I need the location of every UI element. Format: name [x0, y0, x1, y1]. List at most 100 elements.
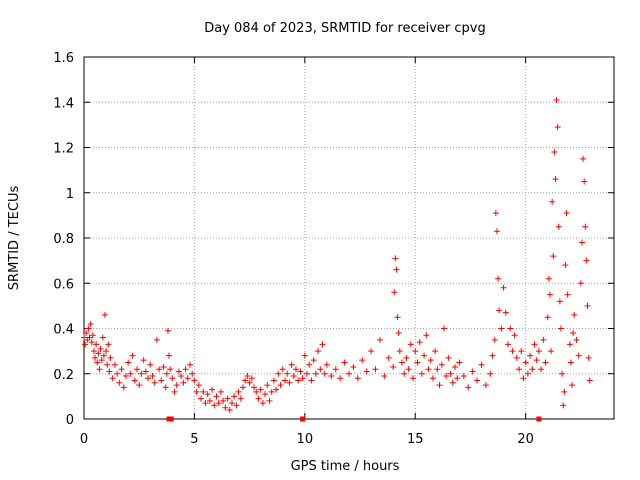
data-point	[346, 370, 352, 377]
data-point	[581, 178, 588, 185]
data-point	[116, 379, 123, 386]
data-point	[262, 391, 269, 398]
data-markers	[81, 96, 593, 413]
data-point	[293, 366, 299, 373]
gap-marker	[168, 416, 174, 422]
data-point	[559, 370, 566, 377]
data-point	[416, 339, 423, 346]
data-point	[381, 373, 388, 380]
data-point	[407, 341, 414, 348]
data-point	[522, 359, 529, 366]
data-point	[195, 382, 202, 389]
data-point	[449, 379, 456, 386]
data-point	[100, 352, 107, 359]
data-point	[454, 375, 461, 382]
data-point	[427, 357, 434, 364]
y-tick-label: 0	[66, 413, 74, 428]
data-point	[83, 330, 90, 337]
data-point	[577, 280, 584, 287]
data-point	[114, 370, 121, 377]
data-point	[228, 400, 235, 407]
y-tick-label: 1.2	[53, 142, 74, 157]
data-point	[337, 375, 344, 382]
data-point	[310, 357, 317, 364]
data-point	[582, 223, 589, 230]
data-point	[495, 275, 502, 282]
data-point	[363, 368, 370, 375]
data-point	[393, 266, 400, 273]
data-point	[396, 348, 403, 355]
data-point	[151, 379, 158, 386]
data-point	[255, 395, 262, 402]
data-point	[492, 210, 499, 217]
data-point	[586, 377, 593, 384]
data-point	[226, 406, 233, 413]
y-tick-labels: 0 0.2 0.4 0.6 0.8 1 1.2 1.4 1.6	[53, 51, 74, 428]
data-point	[191, 377, 198, 384]
data-point	[257, 386, 264, 393]
data-point	[160, 363, 167, 370]
data-point	[440, 325, 447, 332]
data-point	[489, 352, 496, 359]
data-point	[571, 311, 578, 318]
data-point	[516, 366, 523, 373]
y-tick-label: 0.6	[53, 277, 74, 292]
data-point	[425, 366, 432, 373]
data-point	[478, 361, 485, 368]
data-point	[224, 395, 231, 402]
data-point	[438, 361, 445, 368]
x-tick-label: 10	[297, 432, 314, 447]
data-point	[127, 370, 134, 377]
data-point	[105, 341, 112, 348]
data-point	[184, 375, 191, 382]
data-point	[529, 366, 536, 373]
data-point	[273, 386, 280, 393]
data-point	[578, 239, 585, 246]
data-point	[99, 334, 106, 341]
data-point	[350, 363, 357, 370]
gap-markers	[166, 416, 542, 422]
data-point	[277, 382, 284, 389]
data-point	[134, 366, 140, 373]
data-point	[145, 375, 152, 382]
data-point	[131, 377, 138, 384]
data-point	[173, 382, 180, 389]
data-point	[509, 348, 516, 355]
data-point	[545, 275, 552, 282]
data-point	[533, 357, 540, 364]
data-point	[432, 348, 439, 355]
data-point	[511, 332, 518, 339]
data-point	[554, 124, 561, 131]
data-point	[542, 359, 549, 366]
data-point	[82, 341, 89, 348]
data-point	[237, 395, 244, 402]
data-point	[270, 377, 277, 384]
data-point	[129, 352, 136, 359]
data-point	[418, 370, 425, 377]
data-point	[354, 375, 361, 382]
data-point	[561, 388, 568, 395]
data-point	[94, 359, 101, 366]
x-tick-label: 15	[407, 432, 424, 447]
data-point	[487, 370, 494, 377]
data-point	[474, 377, 481, 384]
data-point	[308, 377, 315, 384]
data-point	[178, 373, 185, 380]
data-point	[90, 348, 97, 355]
data-point	[558, 325, 564, 332]
data-point	[573, 336, 580, 343]
data-point	[120, 384, 127, 391]
data-point	[118, 366, 125, 373]
data-point	[550, 253, 557, 260]
data-point	[546, 291, 553, 298]
data-point	[163, 370, 170, 377]
data-point	[401, 370, 408, 377]
data-point	[531, 341, 538, 348]
data-point	[142, 368, 149, 375]
data-point	[198, 395, 205, 402]
data-point	[140, 357, 147, 364]
data-point	[399, 359, 405, 366]
data-point	[106, 368, 113, 375]
data-point	[552, 176, 559, 183]
data-point	[304, 370, 311, 377]
